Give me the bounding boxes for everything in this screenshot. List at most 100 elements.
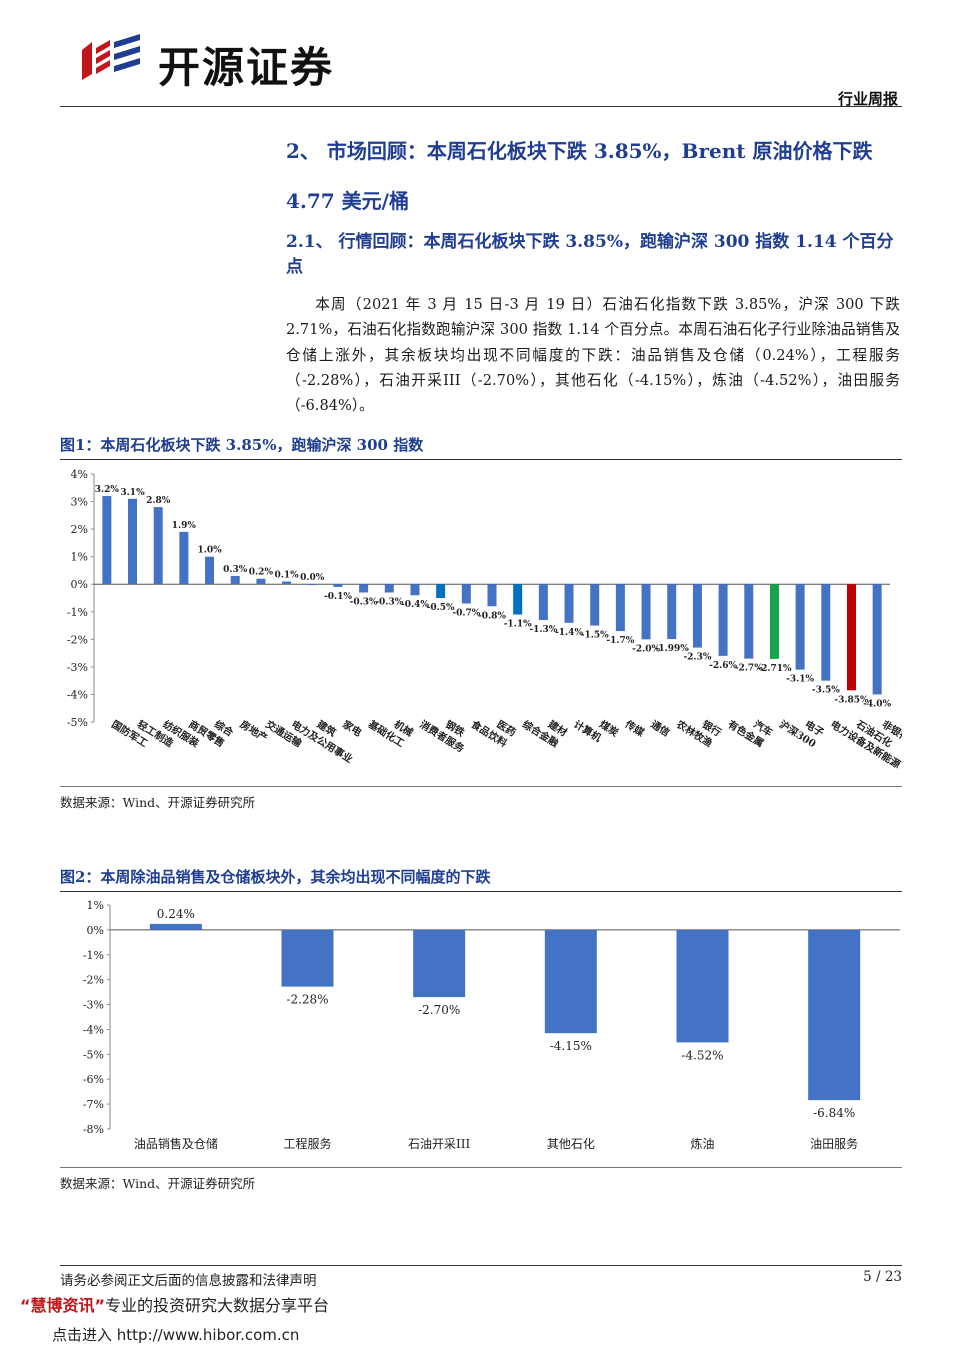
- y-tick-label: 3%: [71, 496, 88, 509]
- y-tick-label: -5%: [67, 716, 88, 729]
- promo-name[interactable]: 慧博资讯: [30, 1296, 95, 1315]
- data-label: -2.70%: [418, 1003, 460, 1017]
- y-tick-label: 0%: [87, 924, 104, 937]
- data-label: -0.7%: [452, 609, 480, 619]
- figure2-bottom-rule: [60, 1167, 902, 1168]
- y-tick-label: -3%: [83, 999, 104, 1012]
- x-tick-label: 计算机: [571, 718, 603, 745]
- x-tick-label: 炼油: [690, 1136, 714, 1151]
- bar: [102, 496, 112, 585]
- bar: [795, 584, 805, 670]
- data-label: -0.1%: [324, 592, 352, 602]
- y-tick-label: -6%: [83, 1073, 104, 1086]
- section-subheading: 2.1、 行情回顾：本周石化板块下跌 3.85%，跑输沪深 300 指数 1.1…: [286, 232, 894, 277]
- y-tick-label: -1%: [67, 606, 88, 619]
- bar: [821, 584, 831, 681]
- footer-divider: [60, 1265, 902, 1266]
- bar: [676, 929, 729, 1043]
- bar: [230, 575, 240, 585]
- brand-name: 开源证券: [158, 43, 335, 92]
- y-tick-label: -2%: [83, 974, 104, 987]
- y-tick-label: -7%: [83, 1098, 104, 1111]
- data-label: 3.1%: [120, 488, 145, 498]
- data-label: 0.0%: [300, 573, 325, 583]
- x-tick-label: 传媒: [622, 717, 648, 740]
- bar: [538, 584, 548, 621]
- data-label: -0.3%: [375, 597, 403, 607]
- bar: [179, 531, 189, 585]
- x-tick-label: 房地产: [238, 718, 270, 745]
- bar: [149, 923, 202, 930]
- y-tick-label: 0%: [71, 578, 88, 591]
- x-tick-label: 石油开采III: [408, 1137, 470, 1151]
- x-tick-label: 工程服务: [283, 1136, 331, 1151]
- data-label: 1.9%: [172, 521, 197, 531]
- data-label: -1.1%: [504, 620, 532, 630]
- section-heading: 2、 市场回顾：本周石化板块下跌 3.85%，Brent 原油价格下跌 4.77…: [286, 139, 873, 213]
- data-label: -4.0%: [863, 699, 891, 709]
- y-tick-label: -1%: [83, 949, 104, 962]
- data-label: -2.28%: [286, 993, 328, 1007]
- bar: [359, 584, 369, 593]
- bar: [667, 584, 677, 640]
- bar: [256, 578, 266, 585]
- y-tick-label: -4%: [67, 688, 88, 701]
- x-tick-label: 家电: [340, 718, 364, 740]
- data-label: 0.2%: [249, 568, 274, 578]
- bar: [615, 584, 625, 632]
- bar: [307, 584, 317, 586]
- data-label: -2.6%: [709, 661, 737, 671]
- data-label: -0.3%: [350, 597, 378, 607]
- body-paragraph: 本周（2021 年 3 月 15 日-3 月 19 日）石油石化指数下跌 3.8…: [286, 296, 900, 415]
- x-tick-label: 通信: [648, 718, 672, 740]
- report-type: 行业周报: [837, 90, 898, 108]
- bar: [872, 584, 882, 695]
- y-tick-label: 4%: [71, 468, 88, 481]
- y-tick-label: -8%: [83, 1123, 104, 1136]
- y-tick-label: 2%: [71, 523, 88, 536]
- logo-mark-icon: [82, 34, 140, 80]
- data-label: -4.15%: [550, 1039, 592, 1053]
- promo-quote-close: ”: [94, 1296, 106, 1315]
- data-label: -1.99%: [655, 644, 690, 654]
- bar: [436, 584, 446, 598]
- bar: [461, 584, 471, 604]
- figure2-source: 数据来源：Wind、开源证券研究所: [60, 1176, 256, 1191]
- figure1-title: 图1：本周石化板块下跌 3.85%，跑输沪深 300 指数: [60, 436, 424, 454]
- figure1-top-rule: [60, 459, 902, 460]
- data-label: -3.5%: [812, 686, 840, 696]
- figure1-bottom-rule: [60, 786, 902, 787]
- bar: [205, 556, 215, 585]
- data-label: -1.5%: [581, 631, 609, 641]
- figure2-title: 图2：本周除油品销售及仓储板块外，其余均出现不同幅度的下跌: [60, 868, 491, 886]
- bar: [413, 929, 466, 998]
- figure1-chart: 4%3%2%1%0%-1%-2%-3%-4%-5%3.2%国防军工3.1%轻工制…: [67, 468, 902, 771]
- header-divider: [60, 106, 902, 107]
- y-tick-label: -3%: [67, 661, 88, 674]
- data-label: -1.7%: [606, 636, 634, 646]
- data-label: 0.1%: [274, 570, 299, 580]
- data-label: -3.85%: [834, 695, 869, 705]
- footer-disclaimer: 请务必参阅正文后面的信息披露和法律声明: [60, 1273, 317, 1289]
- promo-banner: “慧博资讯”专业的投资研究大数据分享平台: [20, 1292, 329, 1316]
- bar: [333, 584, 343, 587]
- figure1-source: 数据来源：Wind、开源证券研究所: [60, 795, 256, 810]
- page-number: 5 / 23: [863, 1269, 902, 1285]
- bar: [769, 584, 779, 659]
- promo-quote-open: “: [20, 1296, 31, 1315]
- bar: [153, 507, 163, 585]
- data-label: -0.8%: [478, 611, 506, 621]
- data-label: 3.2%: [95, 485, 120, 495]
- bar: [718, 584, 728, 656]
- bar: [282, 581, 292, 585]
- bar: [846, 584, 856, 691]
- data-label: -0.4%: [401, 600, 429, 610]
- data-label: -1.3%: [529, 625, 557, 635]
- data-label: -1.4%: [555, 628, 583, 638]
- y-tick-label: 1%: [71, 551, 88, 564]
- promo-link[interactable]: 点击进入 http://www.hibor.com.cn: [52, 1326, 300, 1344]
- y-tick-label: -4%: [83, 1023, 104, 1036]
- data-label: 2.8%: [146, 496, 171, 506]
- bar: [487, 584, 497, 607]
- figure2-chart: 1% 0% -1% -2% -3% -4% -5% -6% -7% -8% 0.24% 油品销售及仓储…: [83, 899, 900, 1151]
